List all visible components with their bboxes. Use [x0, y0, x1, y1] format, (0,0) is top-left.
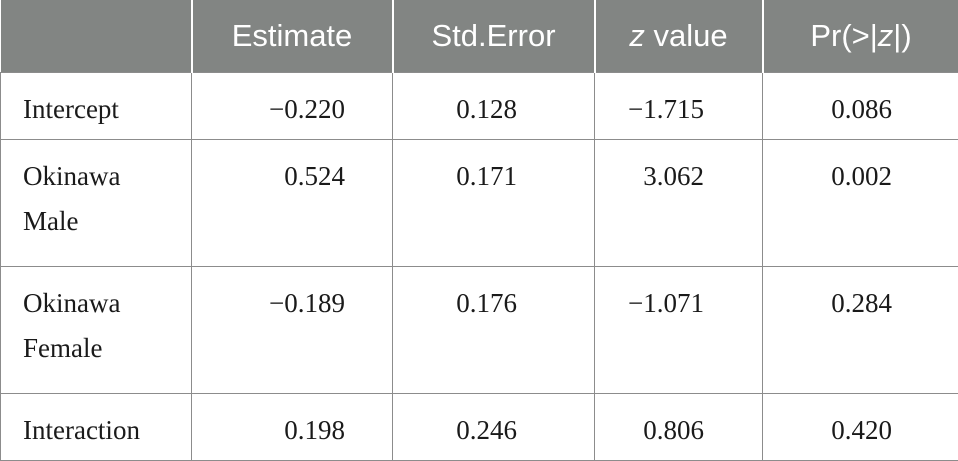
std-error-value: 0.171: [456, 160, 517, 192]
header-p-post: |): [893, 18, 911, 53]
z-value: −1.071: [628, 287, 704, 319]
cell-std-error: 0.128: [393, 72, 595, 139]
row-label: Interaction: [1, 393, 192, 460]
header-z-italic: z: [629, 18, 645, 53]
header-estimate: Estimate: [192, 0, 393, 72]
cell-std-error: 0.246: [393, 393, 595, 460]
z-value: −1.715: [628, 93, 704, 125]
cell-p-value: 0.002: [763, 139, 958, 266]
cell-estimate: 0.524: [192, 139, 393, 266]
header-row: Estimate Std.Error z value Pr(>|z|): [1, 0, 958, 72]
cell-estimate: 0.198: [192, 393, 393, 460]
row-label: Intercept: [1, 72, 192, 139]
header-std-error: Std.Error: [393, 0, 595, 72]
p-value: 0.086: [831, 93, 892, 125]
header-p-italic: z: [878, 18, 894, 53]
cell-p-value: 0.284: [763, 266, 958, 393]
z-value: 3.062: [643, 160, 704, 192]
cell-z-value: −1.715: [595, 72, 763, 139]
header-p-pre: Pr(>|: [810, 18, 877, 53]
z-value: 0.806: [643, 414, 704, 446]
row-label-line: Interaction: [23, 401, 191, 460]
table-row: Intercept −0.220 0.128 −1.715 0.086: [1, 72, 958, 139]
std-error-value: 0.176: [456, 287, 517, 319]
std-error-value: 0.246: [456, 414, 517, 446]
cell-p-value: 0.420: [763, 393, 958, 460]
p-value: 0.002: [831, 160, 892, 192]
estimate-value: −0.189: [269, 287, 345, 319]
row-label-line: Intercept: [23, 80, 191, 139]
header-p-value: Pr(>|z|): [763, 0, 958, 72]
cell-estimate: −0.220: [192, 72, 393, 139]
cell-z-value: 3.062: [595, 139, 763, 266]
header-blank: [1, 0, 192, 72]
std-error-value: 0.128: [456, 93, 517, 125]
estimate-value: −0.220: [269, 93, 345, 125]
table-row: Interaction 0.198 0.246 0.806 0.420: [1, 393, 958, 460]
estimate-value: 0.524: [284, 160, 345, 192]
cell-std-error: 0.171: [393, 139, 595, 266]
estimate-value: 0.198: [284, 414, 345, 446]
header-z-value: z value: [595, 0, 763, 72]
cell-z-value: 0.806: [595, 393, 763, 460]
cell-std-error: 0.176: [393, 266, 595, 393]
p-value: 0.420: [831, 414, 892, 446]
cell-p-value: 0.086: [763, 72, 958, 139]
cell-estimate: −0.189: [192, 266, 393, 393]
p-value: 0.284: [831, 287, 892, 319]
header-z-rest: value: [645, 18, 728, 53]
cell-z-value: −1.071: [595, 266, 763, 393]
